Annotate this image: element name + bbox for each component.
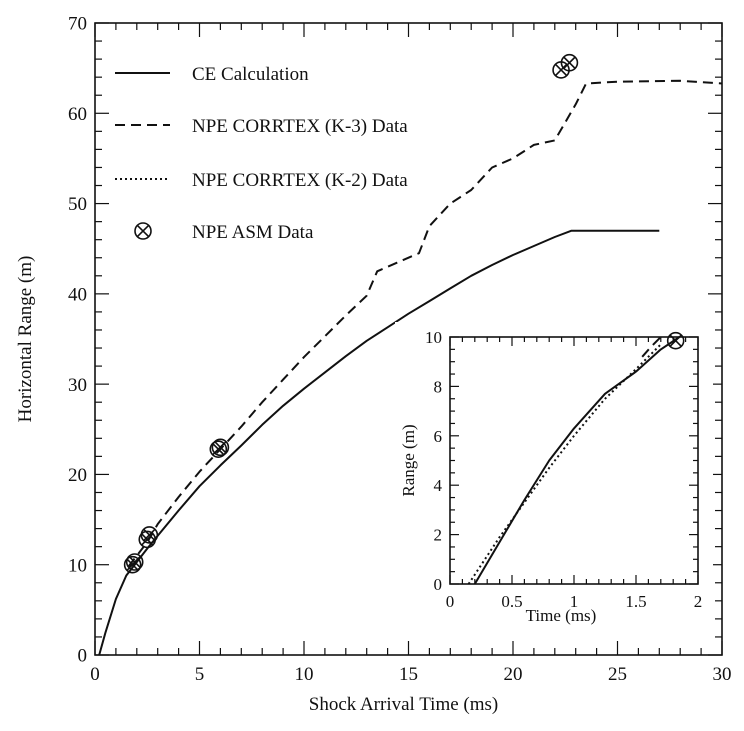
main-series-dashed-line xyxy=(127,79,723,568)
main-ticks xyxy=(94,22,723,656)
main-x-tick-label: 25 xyxy=(608,664,627,685)
inset-x-tick-label: 2 xyxy=(694,592,703,611)
main-x-tick-label: 20 xyxy=(504,664,523,685)
main-y-tick-label: 10 xyxy=(68,555,87,576)
legend-item-dashed: NPE CORRTEX (K-3) Data xyxy=(115,116,408,137)
main-series-circled-x-marker-cross-b xyxy=(128,555,141,569)
main-y-tick-label: 30 xyxy=(68,375,87,396)
main-series-circled-x-marker-circle xyxy=(140,526,159,544)
legend-label: NPE CORRTEX (K-2) Data xyxy=(192,170,408,191)
main-series-circled-x-marker xyxy=(125,553,144,571)
main-x-tick-label: 10 xyxy=(295,664,314,685)
legend-marker xyxy=(134,222,152,240)
main-series-circled-x-marker-cross-b xyxy=(563,56,576,69)
main-series-circled-x-marker-cross-b xyxy=(143,528,156,542)
main-y-tick-label: 70 xyxy=(68,14,87,35)
main-series-circled-x-marker-circle xyxy=(560,53,579,72)
main-series-circled-x-marker-cross-b xyxy=(554,63,568,77)
legend-label: NPE CORRTEX (K-3) Data xyxy=(192,116,408,137)
inset-y-tick-label: 10 xyxy=(425,328,442,347)
main-series-circled-x-marker-circle xyxy=(125,553,144,571)
main-series-solid-line xyxy=(98,229,660,656)
inset-y-tick-label: 6 xyxy=(434,427,443,446)
inset-series-circled-x-marker-cross-b xyxy=(669,334,682,347)
main-series-circled-x-marker-circle xyxy=(211,438,230,457)
inset-x-tick-label: 0.5 xyxy=(501,592,522,611)
legend-label: CE Calculation xyxy=(192,64,309,85)
main-y-tick-label: 20 xyxy=(68,465,87,486)
main-y-axis-label: Horizontal Range (m) xyxy=(15,256,36,423)
legend-label: NPE ASM Data xyxy=(192,222,314,243)
main-x-tick-label: 15 xyxy=(399,664,418,685)
inset-x-tick-label: 1.5 xyxy=(625,592,646,611)
main-x-tick-label: 0 xyxy=(90,664,100,685)
inset-y-tick-label: 2 xyxy=(434,526,443,545)
legend-item-dotted: NPE CORRTEX (K-2) Data xyxy=(115,170,408,191)
legend-item-solid: CE Calculation xyxy=(115,64,309,85)
inset-series-circled-x-marker xyxy=(666,331,685,350)
main-series-circled-x-marker-circle xyxy=(123,555,142,574)
inset-ticks xyxy=(449,336,699,585)
inset-series-circled-x xyxy=(666,331,685,350)
inset-y-tick-label: 4 xyxy=(434,476,443,495)
main-y-tick-label: 40 xyxy=(68,285,87,306)
inset-y-axis-label: Range (m) xyxy=(399,424,418,496)
legend-marker-circle xyxy=(134,222,152,240)
legend: CE Calculation NPE CORRTEX (K-3) Data NPE … xyxy=(115,64,408,243)
main-y-tick-label: 60 xyxy=(68,104,87,125)
main-series-circled-x-marker-cross-b xyxy=(214,441,227,454)
inset-chart: 0 0.5 1 1.5 2 0 2 4 6 8 10 Time (ms) Range (m) xyxy=(395,322,713,628)
inset-plot-frame xyxy=(449,336,699,585)
inset-series-dashed-line xyxy=(641,336,662,358)
inset-x-tick-label: 1 xyxy=(570,592,579,611)
main-series-circled-x-marker xyxy=(560,53,579,72)
inset-x-axis-label: Time (ms) xyxy=(526,606,597,625)
inset-x-tick-label: 0 xyxy=(446,592,455,611)
main-series-circled-x-marker xyxy=(211,438,230,457)
main-x-axis-label: Shock Arrival Time (ms) xyxy=(309,694,498,715)
main-y-tick-label: 0 xyxy=(78,646,88,667)
main-x-tick-label: 5 xyxy=(195,664,205,685)
main-y-tick-label: 50 xyxy=(68,194,87,215)
inset-y-tick-label: 0 xyxy=(434,575,443,594)
legend-item-circled-x: NPE ASM Data xyxy=(134,222,314,243)
main-series-circled-x-marker xyxy=(140,526,159,544)
legend-marker-cross-b xyxy=(136,224,150,238)
main-x-tick-label: 30 xyxy=(713,664,732,685)
inset-series-dotted-line xyxy=(467,343,662,585)
main-series-circled-x-marker-circle xyxy=(209,440,228,458)
inset-y-tick-label: 8 xyxy=(434,377,443,396)
inset-series-solid-line xyxy=(473,336,680,585)
main-series-circled-x xyxy=(123,53,579,574)
inset-series-circled-x-marker-circle xyxy=(666,331,685,350)
